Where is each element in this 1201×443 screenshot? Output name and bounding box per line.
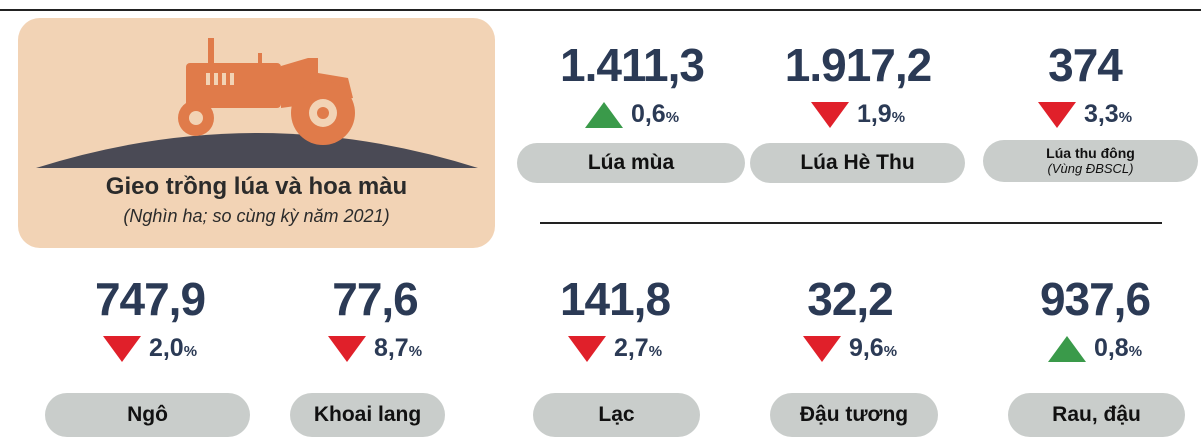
unit: % <box>1118 109 1133 126</box>
change-value: 9,6 <box>848 334 884 362</box>
change-value: 1,9 <box>856 100 892 128</box>
value: 1.917,2 <box>784 39 932 91</box>
change-value: 3,3 <box>1083 100 1119 128</box>
label-pill: Ngô <box>45 393 250 437</box>
unit: % <box>1128 343 1143 360</box>
change-text: 2,0% <box>149 334 197 363</box>
top-rule <box>0 9 1201 11</box>
change-text: 0,6% <box>631 100 679 129</box>
label: Lúa mùa <box>587 151 675 174</box>
value: 937,6 <box>1039 273 1151 325</box>
label: Rau, đậu <box>1052 403 1141 426</box>
label-pill: Lạc <box>533 393 700 437</box>
unit: % <box>883 343 898 360</box>
arrow-up <box>1047 335 1086 362</box>
label-pill: Rau, đậu <box>1008 393 1185 437</box>
label-pill: Khoai lang <box>290 393 445 437</box>
change: 0,8% <box>975 334 1201 363</box>
label: Lạc <box>598 403 635 426</box>
triangle <box>567 335 606 362</box>
triangle <box>102 335 141 362</box>
change: 3,3% <box>965 100 1201 129</box>
arrow-down <box>802 335 841 362</box>
triangle <box>327 335 366 362</box>
change: 2,7% <box>495 334 735 363</box>
label-pill: Lúa Hè Thu <box>750 143 965 183</box>
divider <box>540 222 1162 224</box>
change-text: 1,9% <box>857 100 905 129</box>
arrow-down <box>102 335 141 362</box>
arrow-down <box>327 335 366 362</box>
value: 77,6 <box>332 273 419 325</box>
triangle <box>810 101 849 128</box>
label-pill: Lúa mùa <box>517 143 745 183</box>
change-value: 0,6 <box>630 100 666 128</box>
label: Khoai lang <box>313 403 422 426</box>
arrow-up <box>584 101 623 128</box>
value: 32,2 <box>807 273 894 325</box>
change-value: 8,7 <box>373 334 409 362</box>
value: 1.411,3 <box>560 39 705 91</box>
unit: % <box>665 109 680 126</box>
change-text: 2,7% <box>614 334 662 363</box>
value: 374 <box>1048 39 1123 91</box>
value: 747,9 <box>94 273 206 325</box>
triangle <box>802 335 841 362</box>
header-subtitle: (Nghìn ha; so cùng kỳ năm 2021) <box>123 206 390 226</box>
triangle <box>584 101 623 128</box>
change: 1,9% <box>738 100 978 129</box>
triangle <box>1047 335 1086 362</box>
change-text: 0,8% <box>1094 334 1142 363</box>
arrow-down <box>567 335 606 362</box>
change: 2,0% <box>30 334 270 363</box>
unit: % <box>891 109 906 126</box>
change-value: 2,0 <box>148 334 184 362</box>
change-text: 9,6% <box>849 334 897 363</box>
change: 8,7% <box>255 334 495 363</box>
tractor-icon <box>36 38 478 168</box>
change-text: 3,3% <box>1084 100 1132 129</box>
arrow-down <box>1037 101 1076 128</box>
label: Đậu tương <box>799 403 909 426</box>
unit: % <box>183 343 198 360</box>
value: 141,8 <box>559 273 671 325</box>
change-value: 2,7 <box>613 334 649 362</box>
unit: % <box>408 343 423 360</box>
sublabel: (Vùng ĐBSCL) <box>1047 161 1134 176</box>
label: Lúa Hè Thu <box>800 151 915 174</box>
label: Ngô <box>127 403 168 426</box>
unit: % <box>648 343 663 360</box>
change-value: 0,8 <box>1093 334 1129 362</box>
label-pill: Đậu tương <box>770 393 938 437</box>
change: 0,6% <box>512 100 752 129</box>
header-title: Gieo trồng lúa và hoa màu <box>105 173 408 200</box>
label-pill: Lúa thu đông (Vùng ĐBSCL) <box>983 140 1198 182</box>
change: 9,6% <box>730 334 970 363</box>
label: Lúa thu đông <box>1046 145 1135 161</box>
header-card: Gieo trồng lúa và hoa màu (Nghìn ha; so … <box>18 18 495 248</box>
change-text: 8,7% <box>374 334 422 363</box>
arrow-down <box>810 101 849 128</box>
triangle <box>1037 101 1076 128</box>
